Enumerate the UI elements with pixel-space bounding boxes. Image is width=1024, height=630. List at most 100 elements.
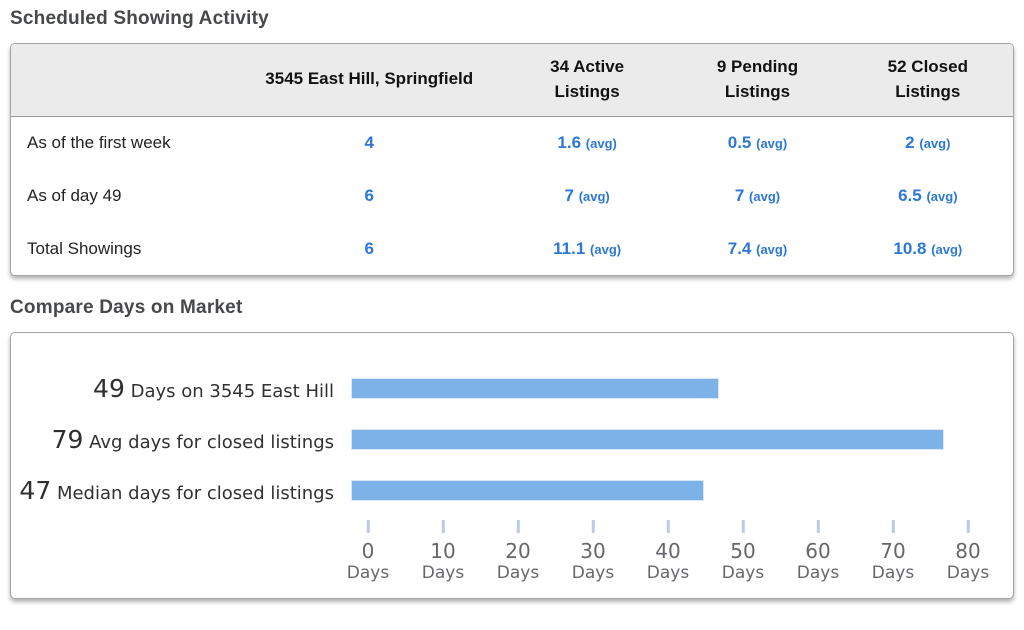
bar-value: 49 — [93, 374, 125, 403]
closed-avg-value: 10.8 (avg) — [843, 222, 1013, 275]
value-number: 10.8 — [893, 238, 927, 258]
column-header-subject-property: 3545 East Hill, Springfield — [236, 44, 502, 117]
column-header-line2: Listings — [724, 81, 791, 101]
row-label: Total Showings — [27, 238, 142, 258]
tick-value: 60 — [805, 539, 831, 563]
column-header-line1: 9 Pending — [716, 57, 799, 77]
tick-mark — [366, 520, 370, 533]
axis-tick: 60 Days — [797, 520, 839, 586]
avg-suffix: (avg) — [756, 135, 788, 151]
value-number: 0.5 — [727, 132, 752, 152]
bar-category: Days on 3545 East Hill — [124, 381, 334, 402]
column-header-line2: Listings — [895, 81, 961, 101]
table-row: Total Showings 6 11.1 (avg) 7.4 (avg) 10… — [11, 222, 1013, 275]
column-header-empty — [11, 44, 237, 117]
bar — [351, 480, 704, 501]
column-header-line1: 52 Closed — [887, 57, 968, 77]
closed-avg-value: 2 (avg) — [843, 116, 1013, 169]
section-title-showing-activity: Scheduled Showing Activity — [10, 8, 269, 29]
avg-suffix: (avg) — [919, 135, 951, 151]
tick-unit-label: Days — [646, 563, 690, 583]
closed-avg-value: 6.5 (avg) — [843, 169, 1013, 222]
axis-tick: 10 Days — [422, 520, 464, 586]
showing-activity-table: 3545 East Hill, Springfield 34 Active Li… — [11, 44, 1013, 275]
tick-value: 70 — [880, 539, 906, 563]
tick-unit-label: Days — [871, 563, 915, 583]
avg-suffix: (avg) — [756, 241, 788, 257]
tick-unit-label: Days — [796, 563, 840, 583]
tick-mark — [966, 520, 970, 533]
avg-suffix: (avg) — [585, 135, 617, 151]
bar-label: 49 Days on 3545 East Hill — [11, 374, 351, 403]
tick-value: 0 — [361, 539, 375, 563]
subject-value: 4 — [364, 132, 374, 152]
tick-mark — [741, 520, 745, 533]
column-header-closed-listings: 52 Closed Listings — [842, 44, 1013, 117]
table-row: As of the first week 4 1.6 (avg) 0.5 (av… — [11, 116, 1013, 169]
avg-suffix: (avg) — [931, 241, 963, 257]
column-header-pending-listings: 9 Pending Listings — [672, 44, 843, 117]
tick-value: 20 — [505, 539, 531, 563]
avg-suffix: (avg) — [926, 188, 958, 204]
days-on-market-chart: 49 Days on 3545 East Hill 79 Avg days for… — [10, 332, 1014, 599]
pending-avg-value: 7.4 (avg) — [672, 222, 842, 275]
active-avg-value: 7 (avg) — [502, 169, 672, 222]
column-header-line2: Listings — [554, 81, 620, 101]
bar-category: Avg days for closed listings — [83, 432, 334, 453]
value-number: 11.1 — [553, 238, 586, 258]
tick-mark — [891, 520, 895, 533]
subject-value: 6 — [364, 185, 374, 205]
bar-value: 79 — [51, 425, 84, 454]
bar — [351, 429, 944, 450]
report-page: Scheduled Showing Activity 3545 East Hil… — [10, 8, 1014, 599]
tick-unit-label: Days — [571, 563, 615, 583]
showing-activity-card: 3545 East Hill, Springfield 34 Active Li… — [10, 43, 1014, 276]
bar-value: 47 — [19, 476, 52, 505]
tick-mark — [816, 520, 820, 533]
tick-value: 10 — [430, 539, 456, 563]
tick-mark — [441, 520, 445, 533]
tick-mark — [591, 520, 595, 533]
subject-value: 6 — [364, 238, 374, 258]
axis-tick: 50 Days — [722, 520, 764, 586]
table-header-row: 3545 East Hill, Springfield 34 Active Li… — [11, 44, 1013, 117]
tick-unit-label: Days — [496, 563, 540, 583]
chart-bar-row: 79 Avg days for closed listings — [11, 414, 1013, 465]
tick-unit-label: Days — [421, 563, 465, 583]
column-header-line1: 34 Active — [550, 57, 625, 77]
table-row: As of day 49 6 7 (avg) 7 (avg) 6.5 (avg) — [11, 169, 1013, 222]
chart-bar-row: 49 Days on 3545 East Hill — [11, 363, 1013, 414]
bar-category: Median days for closed listings — [51, 483, 334, 504]
axis-tick: 30 Days — [572, 520, 614, 586]
value-number: 6.5 — [898, 185, 922, 205]
active-avg-value: 1.6 (avg) — [502, 116, 672, 169]
tick-value: 30 — [580, 539, 606, 563]
tick-mark — [666, 520, 670, 533]
value-number: 1.6 — [557, 132, 582, 152]
tick-unit-label: Days — [946, 563, 990, 583]
section-title-days-on-market: Compare Days on Market — [10, 297, 243, 318]
chart-x-axis: 0 Days 10 Days 20 Days 30 Days 40 Days 50 Days 60 Day… — [347, 520, 1013, 590]
chart-bar-row: 47 Median days for closed listings — [11, 465, 1013, 516]
tick-unit-label: Days — [721, 563, 765, 583]
avg-suffix: (avg) — [590, 241, 622, 257]
bar — [351, 378, 719, 399]
tick-value: 40 — [655, 539, 681, 563]
value-number: 7.4 — [727, 238, 752, 258]
avg-suffix: (avg) — [749, 188, 781, 204]
axis-tick: 70 Days — [872, 520, 914, 586]
axis-tick: 20 Days — [497, 520, 539, 586]
column-header-active-listings: 34 Active Listings — [501, 44, 673, 117]
row-label: As of day 49 — [27, 185, 122, 205]
avg-suffix: (avg) — [578, 188, 610, 204]
tick-unit-label: Days — [346, 563, 390, 583]
value-number: 7 — [734, 185, 745, 205]
tick-value: 80 — [955, 539, 981, 563]
bar-label: 79 Avg days for closed listings — [11, 425, 351, 454]
value-number: 7 — [564, 185, 574, 205]
value-number: 2 — [905, 132, 915, 152]
row-label: As of the first week — [27, 132, 171, 152]
axis-tick: 80 Days — [947, 520, 989, 586]
bar-label: 47 Median days for closed listings — [11, 476, 351, 505]
tick-mark — [516, 520, 520, 533]
